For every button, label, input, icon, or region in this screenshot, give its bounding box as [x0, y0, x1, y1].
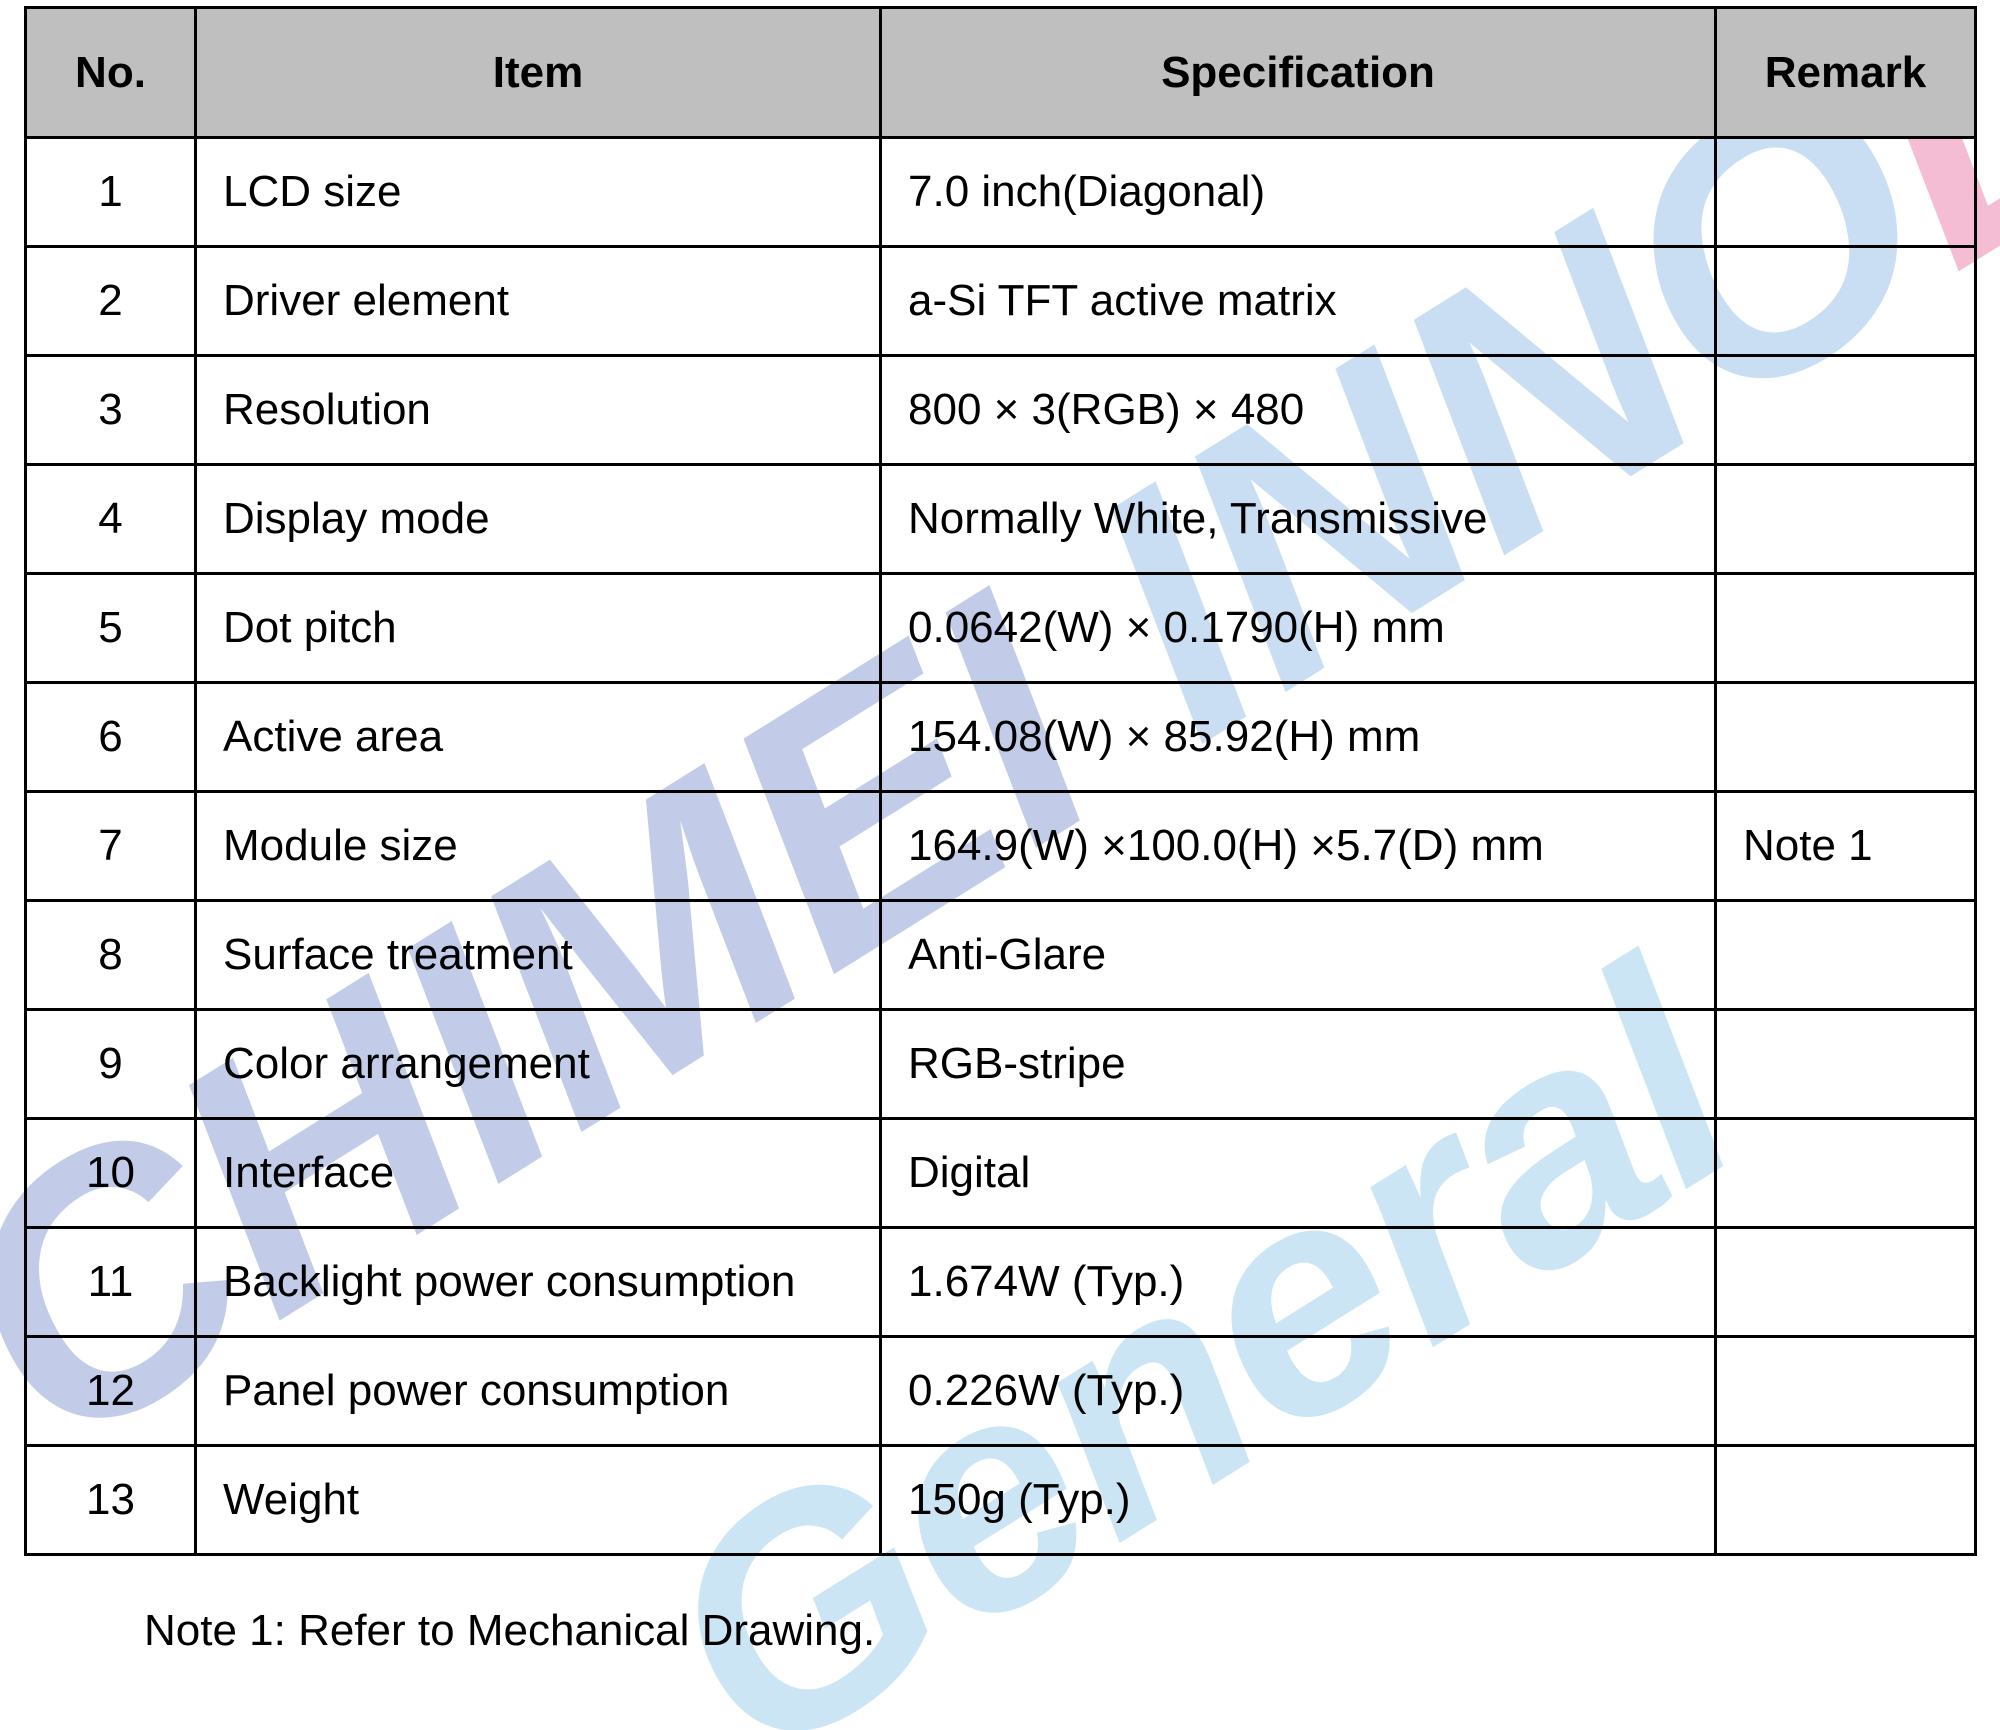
cell-spec: 800 × 3(RGB) × 480: [881, 356, 1716, 465]
col-header-no: No.: [26, 8, 196, 138]
cell-rem: Note 1: [1716, 792, 1976, 901]
table-body: 1 LCD size 7.0 inch(Diagonal) 2 Driver e…: [26, 138, 1976, 1555]
page: No. Item Specification Remark 1 LCD size…: [0, 0, 2000, 1656]
cell-no: 12: [26, 1337, 196, 1446]
table-row: 1 LCD size 7.0 inch(Diagonal): [26, 138, 1976, 247]
cell-item: Resolution: [196, 356, 881, 465]
cell-rem: [1716, 1010, 1976, 1119]
cell-no: 1: [26, 138, 196, 247]
table-row: 13 Weight 150g (Typ.): [26, 1446, 1976, 1555]
cell-no: 13: [26, 1446, 196, 1555]
cell-spec: 0.0642(W) × 0.1790(H) mm: [881, 574, 1716, 683]
cell-rem: [1716, 1337, 1976, 1446]
spec-table: No. Item Specification Remark 1 LCD size…: [24, 6, 1977, 1556]
cell-item: LCD size: [196, 138, 881, 247]
cell-item: Panel power consumption: [196, 1337, 881, 1446]
col-header-item: Item: [196, 8, 881, 138]
table-row: 4 Display mode Normally White, Transmiss…: [26, 465, 1976, 574]
cell-spec: Digital: [881, 1119, 1716, 1228]
cell-item: Driver element: [196, 247, 881, 356]
cell-no: 8: [26, 901, 196, 1010]
cell-spec: 150g (Typ.): [881, 1446, 1716, 1555]
table-row: 9 Color arrangement RGB-stripe: [26, 1010, 1976, 1119]
cell-no: 3: [26, 356, 196, 465]
col-header-rem: Remark: [1716, 8, 1976, 138]
cell-item: Display mode: [196, 465, 881, 574]
cell-item: Color arrangement: [196, 1010, 881, 1119]
cell-item: Module size: [196, 792, 881, 901]
cell-spec: 1.674W (Typ.): [881, 1228, 1716, 1337]
cell-rem: [1716, 683, 1976, 792]
cell-item: Interface: [196, 1119, 881, 1228]
cell-no: 2: [26, 247, 196, 356]
cell-rem: [1716, 356, 1976, 465]
cell-rem: [1716, 247, 1976, 356]
cell-rem: [1716, 574, 1976, 683]
table-row: 3 Resolution 800 × 3(RGB) × 480: [26, 356, 1976, 465]
table-row: 11 Backlight power consumption 1.674W (T…: [26, 1228, 1976, 1337]
cell-item: Surface treatment: [196, 901, 881, 1010]
table-row: 7 Module size 164.9(W) ×100.0(H) ×5.7(D)…: [26, 792, 1976, 901]
cell-rem: [1716, 1446, 1976, 1555]
table-row: 2 Driver element a-Si TFT active matrix: [26, 247, 1976, 356]
cell-rem: [1716, 1228, 1976, 1337]
table-row: 8 Surface treatment Anti-Glare: [26, 901, 1976, 1010]
cell-spec: 154.08(W) × 85.92(H) mm: [881, 683, 1716, 792]
cell-spec: 0.226W (Typ.): [881, 1337, 1716, 1446]
cell-rem: [1716, 901, 1976, 1010]
cell-spec: 164.9(W) ×100.0(H) ×5.7(D) mm: [881, 792, 1716, 901]
table-header-row: No. Item Specification Remark: [26, 8, 1976, 138]
cell-no: 9: [26, 1010, 196, 1119]
footnote: Note 1: Refer to Mechanical Drawing.: [144, 1606, 1976, 1656]
table-row: 10 Interface Digital: [26, 1119, 1976, 1228]
cell-no: 5: [26, 574, 196, 683]
table-row: 6 Active area 154.08(W) × 85.92(H) mm: [26, 683, 1976, 792]
cell-no: 10: [26, 1119, 196, 1228]
cell-spec: RGB-stripe: [881, 1010, 1716, 1119]
col-header-spec: Specification: [881, 8, 1716, 138]
cell-spec: a-Si TFT active matrix: [881, 247, 1716, 356]
cell-item: Dot pitch: [196, 574, 881, 683]
cell-spec: Normally White, Transmissive: [881, 465, 1716, 574]
cell-no: 7: [26, 792, 196, 901]
cell-rem: [1716, 465, 1976, 574]
cell-spec: Anti-Glare: [881, 901, 1716, 1010]
cell-spec: 7.0 inch(Diagonal): [881, 138, 1716, 247]
table-row: 5 Dot pitch 0.0642(W) × 0.1790(H) mm: [26, 574, 1976, 683]
cell-item: Weight: [196, 1446, 881, 1555]
cell-item: Backlight power consumption: [196, 1228, 881, 1337]
cell-no: 6: [26, 683, 196, 792]
cell-rem: [1716, 138, 1976, 247]
cell-item: Active area: [196, 683, 881, 792]
cell-no: 11: [26, 1228, 196, 1337]
cell-no: 4: [26, 465, 196, 574]
cell-rem: [1716, 1119, 1976, 1228]
table-row: 12 Panel power consumption 0.226W (Typ.): [26, 1337, 1976, 1446]
